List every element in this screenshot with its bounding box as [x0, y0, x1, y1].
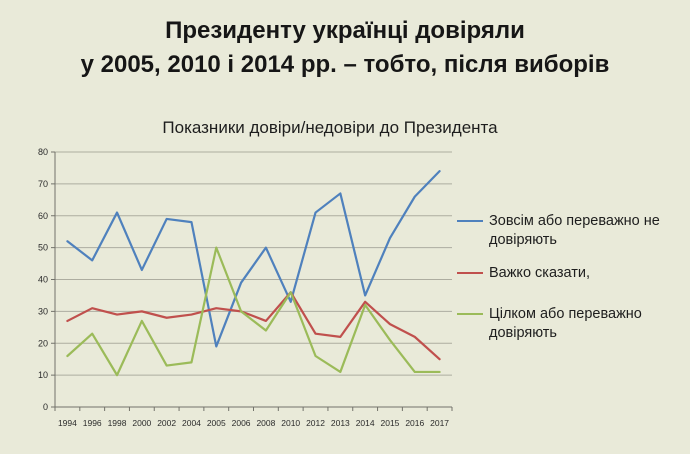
- legend-item-0: Зовсім або переважно не довіряють: [457, 212, 669, 250]
- chart-area: 0 10 20 30 40 50 60 70 80 1994 1996 1998 2000 2002 200…: [0, 140, 690, 454]
- x-tick-label: 1998: [108, 418, 127, 428]
- y-tick-label: 70: [38, 179, 48, 189]
- y-tick-label: 10: [38, 370, 48, 380]
- legend-item-1: Важко сказати,: [457, 264, 669, 283]
- x-tick-label: 2008: [256, 418, 275, 428]
- legend-label: Зовсім або переважно не довіряють: [489, 213, 660, 248]
- y-tick-label: 60: [38, 211, 48, 221]
- legend-label: Важко сказати,: [489, 265, 591, 281]
- y-tick-label: 20: [38, 338, 48, 348]
- trust-line-chart: 0 10 20 30 40 50 60 70 80 1994 1996 1998 2000 2002 200…: [38, 147, 453, 428]
- legend-swatch-icon: [457, 220, 483, 222]
- x-tick-label: 2000: [132, 418, 151, 428]
- slide-title-line1: Президенту українці довіряли: [165, 17, 525, 44]
- chart-title: Показники довіри/недовіри до Президента: [162, 118, 498, 137]
- x-tick-label: 1994: [58, 418, 77, 428]
- x-tick-label: 2005: [207, 418, 226, 428]
- legend-swatch-icon: [457, 313, 483, 315]
- y-tick-label: 50: [38, 243, 48, 253]
- x-tick-label: 2013: [331, 418, 350, 428]
- x-tick-label: 2015: [381, 418, 400, 428]
- x-tick-label: 2010: [281, 418, 300, 428]
- legend-item-2: Цілком або переважно довіряють: [457, 305, 669, 343]
- legend-label: Цілком або переважно довіряють: [489, 306, 642, 341]
- y-tick-label: 40: [38, 275, 48, 285]
- x-tick-label: 2002: [157, 418, 176, 428]
- x-tick-label: 1996: [83, 418, 102, 428]
- y-tick-label: 30: [38, 306, 48, 316]
- series-line-0: [66, 170, 441, 348]
- y-tick-label: 80: [38, 147, 48, 157]
- x-tick-label: 2017: [430, 418, 449, 428]
- slide-title-line2: у 2005, 2010 і 2014 рр. – тобто, після в…: [80, 51, 610, 78]
- x-tick-label: 2004: [182, 418, 201, 428]
- chart-legend: Зовсім або переважно не довіряють Важко с…: [457, 212, 669, 343]
- slide-title: Президенту українці довіряли у 2005, 201…: [0, 14, 690, 82]
- x-tick-label: 2016: [405, 418, 424, 428]
- y-tick-label: 0: [43, 402, 48, 412]
- x-tick-label: 2014: [356, 418, 375, 428]
- x-tick-label: 2006: [232, 418, 251, 428]
- series-line-2: [66, 246, 441, 377]
- legend-swatch-icon: [457, 272, 483, 274]
- series-line-1: [66, 291, 441, 361]
- x-tick-label: 2012: [306, 418, 325, 428]
